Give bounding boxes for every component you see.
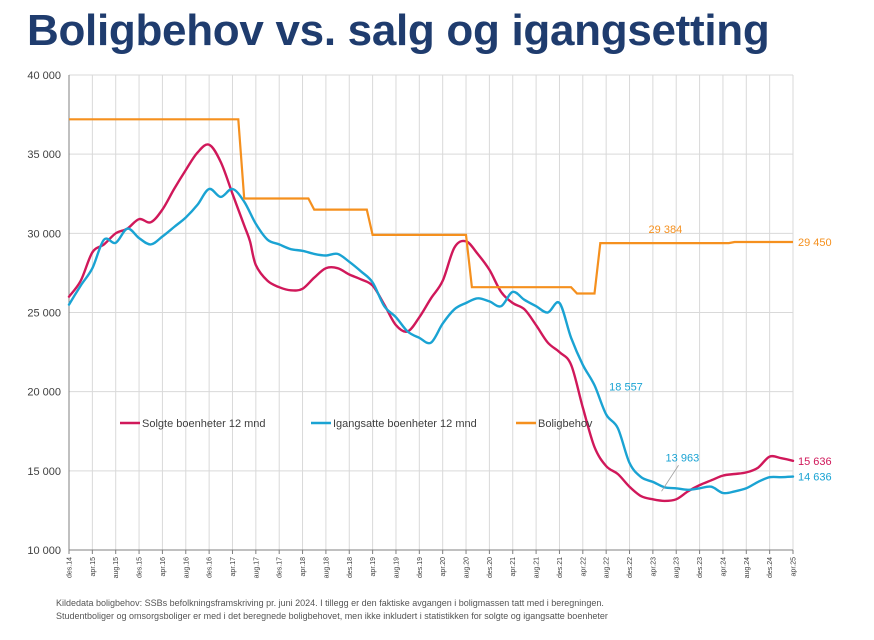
x-tick-label: apr.22 xyxy=(580,557,587,577)
line-solgte xyxy=(67,143,795,503)
x-tick-label: des.23 xyxy=(697,557,704,578)
legend-label: Igangsatte boenheter 12 mnd xyxy=(333,418,477,430)
data-label: 18 557 xyxy=(609,382,643,394)
x-tick-label: aug.15 xyxy=(113,557,120,579)
y-tick-label: 15 000 xyxy=(27,466,61,478)
x-tick-label: des.14 xyxy=(67,557,74,578)
line-igangsatte xyxy=(67,187,795,495)
y-tick-label: 25 000 xyxy=(27,308,61,320)
axes xyxy=(68,75,794,554)
x-tick-label: apr.24 xyxy=(720,557,727,577)
x-tick-label: aug.24 xyxy=(744,557,751,579)
x-tick-label: aug.19 xyxy=(393,557,400,579)
x-tick-label: aug.21 xyxy=(534,557,541,579)
x-tick-label: aug.18 xyxy=(323,557,330,579)
scope-note: Studentboliger og omsorgsboliger er med … xyxy=(56,611,608,621)
x-tick-label: apr.18 xyxy=(300,557,307,577)
x-tick-label: des.17 xyxy=(277,557,284,578)
x-tick-label: des.16 xyxy=(207,557,214,578)
x-tick-label: apr.15 xyxy=(90,557,97,577)
data-labels: 15 636 14 636 18 557 13 963 29 450 29 384 xyxy=(609,224,832,492)
x-tick-label: aug.17 xyxy=(253,557,260,579)
legend: Solgte boenheter 12 mnd Igangsatte boenhe… xyxy=(120,418,593,430)
data-label: 29 384 xyxy=(649,224,683,236)
x-tick-label: aug.22 xyxy=(604,557,611,579)
x-tick-label: des.22 xyxy=(627,557,634,578)
line-boligbehov xyxy=(69,118,793,295)
end-data-label: 14 636 xyxy=(798,472,832,484)
y-tick-label: 30 000 xyxy=(27,228,61,240)
x-tick-label: aug.20 xyxy=(464,557,471,579)
x-tick-label: apr.17 xyxy=(230,557,237,577)
data-label: 13 963 xyxy=(666,452,700,464)
x-tick-label: des.19 xyxy=(417,557,424,578)
x-tick-label: apr.21 xyxy=(510,557,517,577)
x-tick-label: apr.23 xyxy=(650,557,657,577)
y-tick-label: 10 000 xyxy=(27,545,61,557)
x-tick-label: des.20 xyxy=(487,557,494,578)
legend-label: Boligbehov xyxy=(538,418,593,430)
x-tick-label: apr.16 xyxy=(160,557,167,577)
y-axis-tick-labels: 10 000 15 000 20 000 25 000 30 000 35 000 40 0… xyxy=(27,70,61,557)
chart-title: Boligbehov vs. salg og igangsetting xyxy=(27,6,770,55)
x-axis-tick-labels: des.14 apr.15 aug.15 des.15 apr.16 aug.16 des.… xyxy=(67,557,798,579)
legend-label: Solgte boenheter 12 mnd xyxy=(142,418,266,430)
y-tick-label: 40 000 xyxy=(27,70,61,82)
end-data-label: 29 450 xyxy=(798,237,832,249)
x-tick-label: des.18 xyxy=(347,557,354,578)
x-tick-label: apr.19 xyxy=(370,557,377,577)
x-tick-label: aug.16 xyxy=(183,557,190,579)
x-tick-label: apr.25 xyxy=(791,557,798,577)
x-tick-label: des.24 xyxy=(767,557,774,578)
y-tick-label: 35 000 xyxy=(27,149,61,161)
x-tick-label: des.21 xyxy=(557,557,564,578)
line-chart: 10 000 15 000 20 000 25 000 30 000 35 000 40 0… xyxy=(27,70,832,579)
x-tick-label: aug.23 xyxy=(674,557,681,579)
source-note: Kildedata boligbehov: SSBs befolkningsfr… xyxy=(56,598,604,608)
x-tick-label: des.15 xyxy=(137,557,144,578)
label-leader-line xyxy=(661,465,679,492)
end-data-label: 15 636 xyxy=(798,456,832,468)
grid-lines xyxy=(69,74,794,550)
x-tick-label: apr.20 xyxy=(440,557,447,577)
y-tick-label: 20 000 xyxy=(27,387,61,399)
series-lines xyxy=(67,118,795,503)
